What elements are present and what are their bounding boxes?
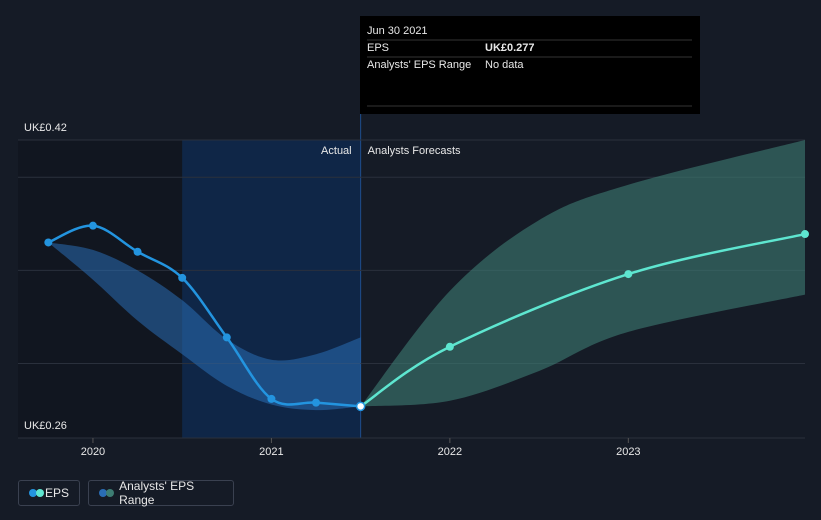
legend-range[interactable]: Analysts' EPS Range	[88, 479, 234, 507]
x-tick-label: 2021	[259, 446, 283, 458]
y-tick-label: UK£0.26	[24, 420, 67, 432]
tooltip-box	[360, 16, 700, 114]
x-tick-label: 2022	[438, 446, 462, 458]
tooltip-value: No data	[485, 59, 524, 71]
eps-line	[359, 232, 806, 408]
y-tick-label: UK£0.42	[24, 122, 67, 134]
range-band	[48, 242, 361, 411]
eps-line	[47, 224, 361, 408]
eps-point	[355, 401, 366, 412]
range-band	[360, 140, 805, 407]
eps-point	[133, 247, 142, 256]
legend-swatch	[99, 489, 114, 497]
legend-eps[interactable]: EPS	[18, 480, 80, 506]
eps-point	[88, 221, 97, 230]
tooltip-value: UK£0.277	[485, 42, 535, 54]
eps-point	[267, 394, 276, 403]
eps-point	[222, 333, 231, 342]
eps-point	[801, 230, 809, 239]
tooltip-label: Analysts' EPS Range	[367, 59, 471, 71]
tooltip-date: Jun 30 2021	[367, 25, 428, 37]
eps-point	[44, 238, 53, 247]
legend-label: Analysts' EPS Range	[119, 479, 195, 507]
legend-swatch	[29, 489, 44, 497]
eps-point	[624, 270, 633, 279]
eps-point	[312, 398, 321, 407]
eps-point	[178, 273, 187, 282]
x-tick-label: 2023	[616, 446, 640, 458]
eps-point	[445, 342, 454, 351]
tooltip-label: EPS	[367, 42, 389, 54]
forecast-label: Analysts Forecasts	[368, 145, 461, 157]
legend-label: EPS	[44, 486, 69, 500]
x-tick-label: 2020	[81, 446, 105, 458]
actual-label: Actual	[321, 145, 352, 157]
